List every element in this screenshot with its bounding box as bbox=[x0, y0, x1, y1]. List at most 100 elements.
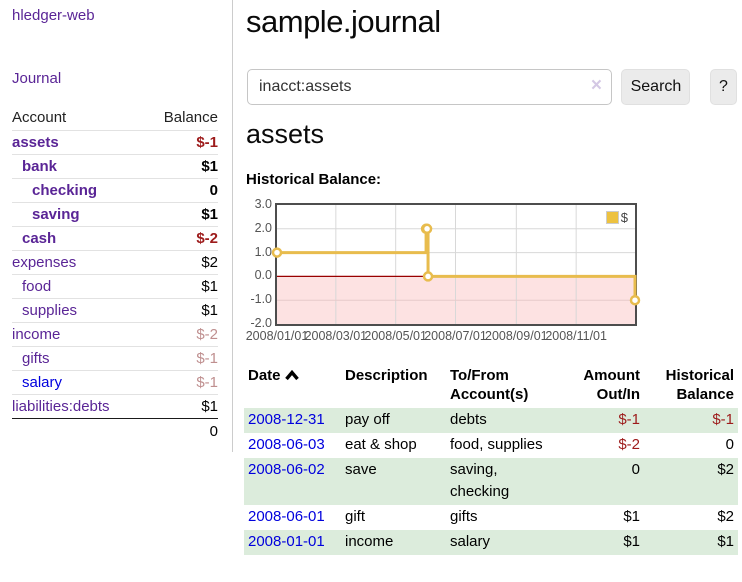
transaction-description: income bbox=[345, 533, 394, 550]
accounts-header-balance: Balance bbox=[163, 109, 218, 126]
y-axis-tick: 0.0 bbox=[254, 268, 272, 283]
account-balance: $1 bbox=[201, 278, 218, 295]
account-link[interactable]: assets bbox=[12, 134, 59, 151]
sidebar: hledger-web Journal Account Balance asse… bbox=[0, 0, 233, 452]
transaction-balance: $1 bbox=[717, 533, 734, 550]
account-balance: $1 bbox=[201, 398, 218, 415]
transaction-row: 2008-12-31 pay off debts $-1 $-1 bbox=[244, 408, 738, 433]
account-link[interactable]: salary bbox=[22, 374, 63, 391]
help-button[interactable]: ? bbox=[709, 69, 737, 105]
transaction-row: 2008-06-01 gift gifts $1 $2 bbox=[244, 505, 738, 530]
transaction-balance: $2 bbox=[717, 508, 734, 525]
account-balance: $2 bbox=[201, 254, 218, 271]
register-header-balance: Historical Balance bbox=[665, 367, 734, 403]
transaction-amount: $1 bbox=[623, 508, 640, 525]
account-link[interactable]: cash bbox=[22, 230, 57, 247]
account-heading: assets bbox=[246, 119, 325, 149]
transaction-date-link[interactable]: 2008-06-03 bbox=[248, 436, 325, 453]
register-header-description: Description bbox=[345, 367, 428, 384]
account-balance: $1 bbox=[201, 158, 218, 175]
account-balance: $-2 bbox=[196, 230, 218, 247]
transaction-date-link[interactable]: 2008-06-01 bbox=[248, 508, 325, 525]
account-balance: $1 bbox=[201, 302, 218, 319]
transaction-balance: 0 bbox=[725, 436, 734, 453]
account-row: bank $1 bbox=[12, 154, 218, 178]
account-link[interactable]: expenses bbox=[12, 254, 77, 271]
transaction-description: save bbox=[345, 461, 377, 478]
account-link[interactable]: bank bbox=[22, 158, 58, 175]
accounts-table-header: Account Balance bbox=[12, 106, 218, 130]
transaction-balance: $2 bbox=[717, 461, 734, 478]
sort-asc-icon bbox=[284, 367, 299, 386]
y-axis-tick: -2.0 bbox=[250, 316, 272, 330]
transaction-date-link[interactable]: 2008-06-02 bbox=[248, 461, 325, 478]
accounts-header-account: Account bbox=[12, 109, 67, 126]
clear-search-icon[interactable]: × bbox=[590, 75, 602, 96]
search-button[interactable]: Search bbox=[621, 69, 691, 105]
transaction-amount: $-1 bbox=[618, 411, 640, 428]
y-axis-tick: 2.0 bbox=[254, 220, 272, 235]
register-header-amount: Amount Out/In bbox=[583, 367, 640, 403]
transaction-amount: $-2 bbox=[618, 436, 640, 453]
account-link[interactable]: checking bbox=[32, 182, 98, 199]
account-balance: $-1 bbox=[196, 350, 218, 367]
register-header-date[interactable]: Date bbox=[244, 362, 341, 408]
transaction-description: gift bbox=[345, 508, 366, 525]
x-axis-tick: 2008/11/01 bbox=[545, 329, 607, 343]
account-row: cash $-2 bbox=[12, 226, 218, 250]
balance-chart[interactable]: $ bbox=[271, 203, 641, 326]
account-link[interactable]: income bbox=[12, 326, 61, 343]
search-form: × Search ? bbox=[247, 69, 737, 105]
register-table: Date Description To/From Account(s) Amou… bbox=[244, 362, 738, 555]
transaction-date-link[interactable]: 2008-12-31 bbox=[248, 411, 325, 428]
account-balance: $-2 bbox=[196, 326, 218, 343]
y-axis-tick: -1.0 bbox=[250, 292, 272, 307]
account-row: assets $-1 bbox=[12, 130, 218, 154]
account-balance: $-1 bbox=[196, 134, 218, 151]
transaction-description: pay off bbox=[345, 411, 390, 428]
transaction-amount: 0 bbox=[631, 461, 640, 478]
chart-legend: $ bbox=[605, 210, 628, 225]
y-axis-tick: 1.0 bbox=[254, 244, 272, 259]
account-row: salary $-1 bbox=[12, 370, 218, 394]
register-header-accounts: To/From Account(s) bbox=[450, 367, 529, 403]
account-link[interactable]: liabilities:debts bbox=[12, 398, 110, 415]
accounts-total-value: 0 bbox=[209, 423, 218, 440]
search-input[interactable] bbox=[247, 69, 612, 105]
x-axis-tick: 2008/09/01 bbox=[485, 329, 548, 343]
app-title-link[interactable]: hledger-web bbox=[12, 7, 95, 24]
legend-label: $ bbox=[620, 210, 628, 225]
register-header: Date Description To/From Account(s) Amou… bbox=[244, 362, 738, 408]
y-axis-tick: 3.0 bbox=[254, 197, 272, 211]
transaction-accounts: gifts bbox=[450, 508, 478, 525]
search-input-wrap: × bbox=[247, 69, 612, 105]
account-balance: 0 bbox=[209, 182, 218, 199]
transaction-balance: $-1 bbox=[712, 411, 734, 428]
sidebar-item-journal[interactable]: Journal bbox=[12, 70, 62, 87]
account-row: liabilities:debts $1 bbox=[12, 394, 218, 418]
x-axis-tick: 2008/05/01 bbox=[364, 329, 427, 343]
account-link[interactable]: supplies bbox=[22, 302, 78, 319]
data-point-marker bbox=[629, 294, 641, 306]
transaction-date-link[interactable]: 2008-01-01 bbox=[248, 533, 325, 550]
account-link[interactable]: gifts bbox=[22, 350, 50, 367]
account-balance: $1 bbox=[201, 206, 218, 223]
x-axis-tick: 2008/01/01 bbox=[245, 329, 309, 343]
data-point-marker bbox=[421, 223, 433, 235]
x-axis-tick: 2008/03/01 bbox=[304, 329, 368, 343]
account-link[interactable]: food bbox=[22, 278, 52, 295]
account-link[interactable]: saving bbox=[32, 206, 80, 223]
account-row: supplies $1 bbox=[12, 298, 218, 322]
account-row: gifts $-1 bbox=[12, 346, 218, 370]
transaction-amount: $1 bbox=[623, 533, 640, 550]
transaction-row: 2008-06-02 save saving, checking 0 $2 bbox=[244, 458, 738, 505]
account-row: food $1 bbox=[12, 274, 218, 298]
accounts-total-row: 0 bbox=[12, 418, 218, 442]
transaction-description: eat & shop bbox=[345, 436, 417, 453]
account-balance: $-1 bbox=[196, 374, 218, 391]
accounts-table: Account Balance assets $-1 bank $1 checking 0… bbox=[12, 106, 218, 442]
transaction-row: 2008-06-03 eat & shop food, supplies $-2 0 bbox=[244, 433, 738, 458]
data-point-marker bbox=[422, 271, 434, 282]
transaction-row: 2008-01-01 income salary $1 $1 bbox=[244, 530, 738, 555]
